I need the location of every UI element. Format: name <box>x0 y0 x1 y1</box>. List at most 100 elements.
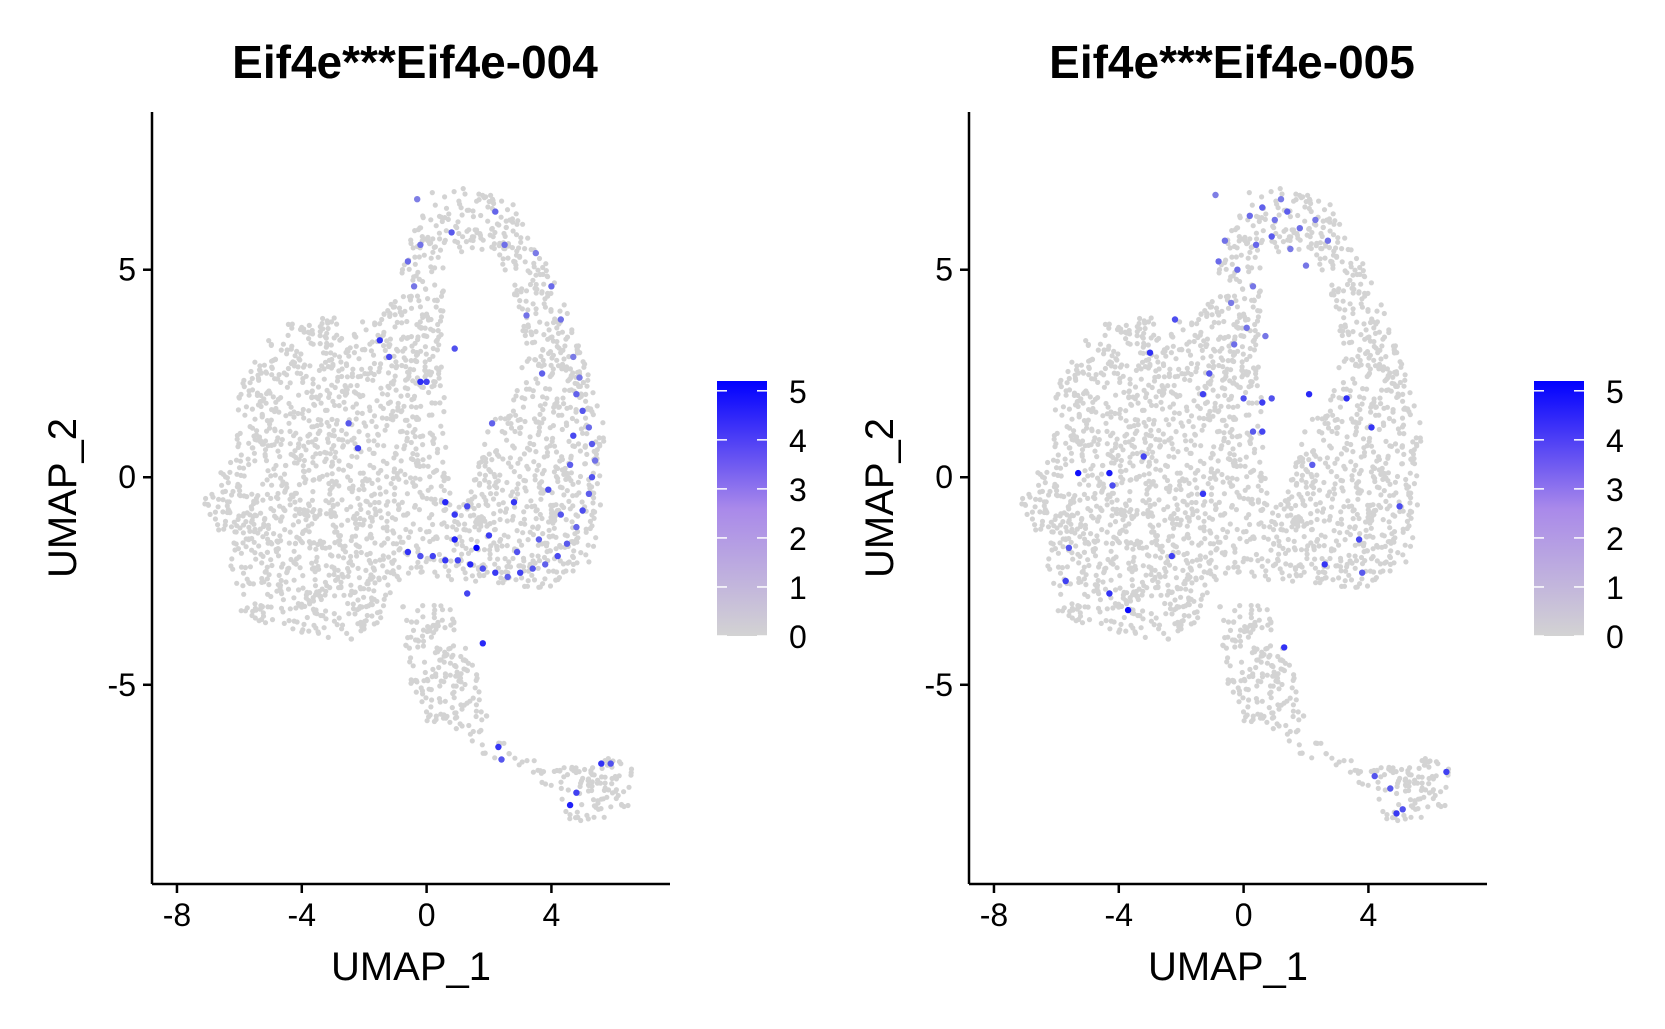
cell-point <box>260 553 266 560</box>
cell-point <box>583 552 589 558</box>
cell-point <box>399 499 405 505</box>
cell-point <box>410 663 416 669</box>
cell-point <box>277 585 283 591</box>
cell-point <box>320 315 326 322</box>
cell-point <box>553 502 559 508</box>
cell-point <box>337 533 343 539</box>
cell-point <box>533 516 539 522</box>
cell-point <box>511 258 517 264</box>
cell-point <box>431 615 437 621</box>
cell-point <box>294 534 300 540</box>
cell-point <box>1249 202 1255 208</box>
cell-point <box>1140 563 1146 569</box>
cell-point <box>1068 433 1074 439</box>
cell-point <box>566 438 572 444</box>
cell-point <box>1359 304 1365 310</box>
expressing-cell-point <box>573 789 580 796</box>
cell-point <box>443 205 450 211</box>
cell-point <box>518 239 524 245</box>
cell-point <box>584 812 590 819</box>
cell-point <box>1377 569 1384 575</box>
cell-point <box>526 356 532 362</box>
cell-point <box>590 543 597 549</box>
cell-point <box>1261 524 1267 530</box>
cell-point <box>233 457 240 463</box>
cell-point <box>1237 384 1243 390</box>
cell-point <box>578 550 584 556</box>
cell-point <box>1223 266 1229 272</box>
cell-point <box>1206 363 1212 369</box>
cell-point <box>1221 430 1227 436</box>
cell-point <box>399 312 405 318</box>
cell-point <box>1300 501 1306 507</box>
cell-point <box>354 553 360 559</box>
cell-point <box>328 342 334 348</box>
cell-point <box>1146 416 1152 422</box>
cell-point <box>1353 484 1359 490</box>
cell-point <box>1063 392 1069 398</box>
cell-point <box>1341 340 1347 346</box>
cell-point <box>500 456 506 462</box>
cell-point <box>1366 372 1372 378</box>
cell-point <box>1376 456 1382 463</box>
cell-point <box>324 340 330 346</box>
cell-point <box>1199 427 1205 433</box>
cell-point <box>1033 496 1039 502</box>
cell-point <box>369 613 375 619</box>
cell-point <box>291 548 297 554</box>
cell-point <box>1251 450 1257 456</box>
cell-point <box>256 618 262 624</box>
cell-point <box>1142 634 1148 641</box>
cell-point <box>1397 430 1403 436</box>
cell-point <box>430 345 436 352</box>
cell-point <box>222 474 229 480</box>
cell-point <box>504 543 510 549</box>
cell-point <box>1293 571 1299 577</box>
expressing-cell-point <box>557 316 564 323</box>
cell-point <box>1344 564 1350 570</box>
cell-point <box>1102 586 1109 592</box>
cell-point <box>479 246 485 252</box>
cell-point <box>1347 524 1353 530</box>
cell-point <box>1052 407 1058 413</box>
cell-point <box>1296 491 1302 497</box>
cell-point <box>1337 404 1343 410</box>
cell-point <box>344 347 350 353</box>
cell-point <box>463 239 469 245</box>
cell-point <box>510 202 516 208</box>
cell-point <box>1275 671 1281 677</box>
cell-point <box>514 528 520 534</box>
cell-point <box>1128 507 1134 513</box>
cell-point <box>1340 328 1346 334</box>
cell-point <box>570 503 576 509</box>
cell-point <box>405 570 412 576</box>
cell-point <box>1241 311 1247 317</box>
cell-point <box>602 785 608 791</box>
cell-point <box>575 535 581 541</box>
cell-point <box>628 770 634 776</box>
cell-point <box>364 536 370 542</box>
cell-point <box>474 538 480 545</box>
cell-point <box>359 366 365 372</box>
cell-point <box>1100 413 1106 419</box>
cell-point <box>1211 444 1217 450</box>
cell-point <box>1336 395 1342 401</box>
cell-point <box>435 254 441 260</box>
cell-point <box>249 506 255 512</box>
cell-point <box>326 357 332 363</box>
cell-point <box>278 605 285 611</box>
cell-point <box>1172 495 1178 501</box>
cell-point <box>440 459 446 465</box>
cell-point <box>259 575 265 582</box>
cell-point <box>590 797 597 803</box>
cell-point <box>487 469 494 475</box>
cell-point <box>1345 246 1351 253</box>
cell-point <box>540 394 546 400</box>
cell-point <box>314 589 320 595</box>
cell-point <box>1360 386 1366 392</box>
cell-point <box>1338 509 1344 515</box>
cell-point <box>1148 611 1154 617</box>
cell-point <box>522 259 528 265</box>
cell-point <box>562 532 568 538</box>
cell-point <box>413 543 419 549</box>
